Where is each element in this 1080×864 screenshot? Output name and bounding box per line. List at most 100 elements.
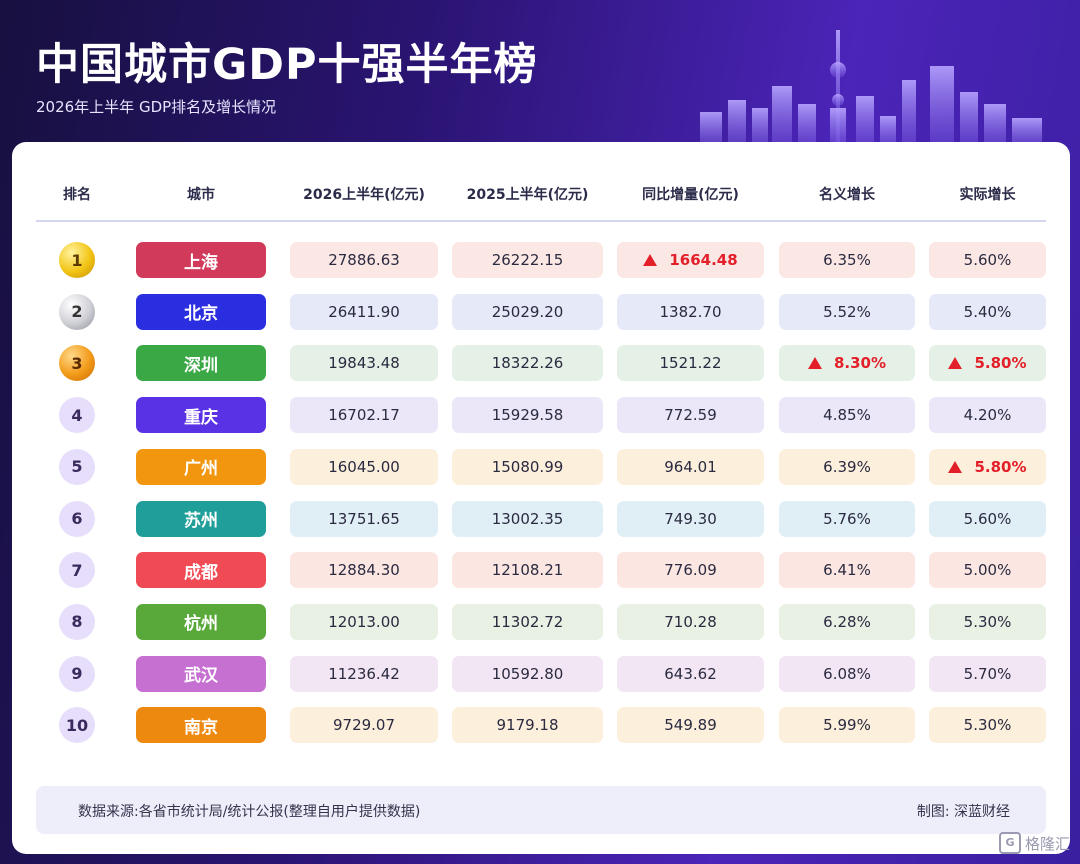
- cell-value: 16045.00: [328, 457, 400, 476]
- page-title: 中国城市GDP十强半年榜: [36, 40, 538, 90]
- cell-value: 5.99%: [823, 716, 871, 735]
- triangle-up-icon: [948, 357, 963, 370]
- city-label: 北京: [136, 293, 266, 330]
- rank-badge: 6: [59, 500, 95, 537]
- cell-increase: 776.09: [617, 552, 764, 589]
- cell-value: 15080.99: [491, 457, 564, 476]
- cell-real: 5.30%: [929, 603, 1046, 640]
- cell-value: 5.70%: [963, 664, 1012, 683]
- cell-gdp-2026: 13751.65: [290, 500, 438, 537]
- cell-real: 4.20%: [929, 397, 1046, 434]
- column-header: 名义增长: [779, 172, 915, 218]
- column-header-line1: 2025上半年: [466, 186, 548, 203]
- ranking-table-card: 排名 城市 2026上半年 (亿元) 2025上半年 (亿元) 同比增量 (亿元) 名义增长 实际…: [12, 142, 1070, 854]
- cell-increase: 643.62: [617, 655, 764, 692]
- cell-value: 6.41%: [823, 561, 871, 580]
- cell-value: 27886.63: [328, 251, 400, 269]
- cell-nominal: 4.85%: [779, 397, 915, 434]
- city-label: 成都: [136, 552, 266, 589]
- column-header-line1: 2026上半年: [303, 186, 385, 203]
- table-row: 5 广州 16045.00 15080.99 964.01 6.39% 5.80%: [12, 448, 1070, 485]
- cell-gdp-2025: 26222.15: [452, 242, 603, 278]
- cell-value: 26411.90: [328, 302, 400, 321]
- cell-value: 10592.80: [491, 664, 564, 683]
- chart-credit: 制图: 深蓝财经: [916, 804, 1010, 820]
- cell-value: 12013.00: [328, 612, 400, 631]
- watermark: G 格隆汇: [998, 832, 1070, 854]
- cell-increase: 549.89: [617, 707, 764, 744]
- cell-real: 5.30%: [929, 707, 1046, 744]
- cell-gdp-2026: 19843.48: [290, 345, 438, 382]
- cell-nominal: 5.99%: [779, 707, 915, 744]
- column-header-line2: (亿元): [698, 186, 739, 203]
- cell-real: 5.40%: [929, 293, 1046, 330]
- triangle-up-icon: [643, 254, 658, 266]
- city-label: 上海: [136, 242, 266, 278]
- cell-gdp-2025: 25029.20: [452, 293, 603, 330]
- cell-gdp-2026: 26411.90: [290, 293, 438, 330]
- header-divider: [36, 220, 1046, 222]
- cell-value: 5.80%: [974, 457, 1027, 476]
- city-label: 重庆: [136, 397, 266, 434]
- city-skyline-illustration: [700, 30, 1042, 150]
- cell-value: 11302.72: [491, 612, 564, 631]
- cell-nominal: 5.52%: [779, 293, 915, 330]
- cell-value: 8.30%: [833, 354, 887, 373]
- rank-badge: 5: [59, 448, 95, 485]
- cell-gdp-2026: 12884.30: [290, 552, 438, 589]
- footer-bar: 数据来源:各省市统计局/统计公报(整理自用户提供数据) 制图: 深蓝财经: [36, 786, 1046, 834]
- cell-nominal: 6.35%: [779, 242, 915, 278]
- cell-value: 4.20%: [963, 406, 1012, 425]
- cell-value: 5.30%: [963, 716, 1012, 735]
- column-header-line1: 城市: [187, 186, 215, 203]
- gelonghui-logo-icon: G: [998, 832, 1021, 854]
- column-header: 城市: [136, 172, 266, 218]
- cell-value: 964.01: [664, 457, 717, 476]
- rank-badge: 8: [59, 603, 95, 640]
- table-row: 7 成都 12884.30 12108.21 776.09 6.41% 5.00%: [12, 552, 1070, 589]
- cell-gdp-2026: 16045.00: [290, 448, 438, 485]
- column-header: 排名: [46, 172, 108, 218]
- cell-gdp-2026: 16702.17: [290, 397, 438, 434]
- cell-increase: 1664.48: [617, 242, 764, 278]
- cell-gdp-2026: 9729.07: [290, 707, 438, 744]
- cell-nominal: 8.30%: [779, 345, 915, 382]
- cell-value: 549.89: [664, 716, 717, 735]
- cell-value: 5.80%: [974, 354, 1027, 373]
- cell-gdp-2025: 12108.21: [452, 552, 603, 589]
- cell-value: 12884.30: [328, 561, 400, 580]
- cell-gdp-2026: 11236.42: [290, 655, 438, 692]
- cell-gdp-2025: 13002.35: [452, 500, 603, 537]
- rank-badge: 3: [59, 345, 95, 382]
- cell-value: 5.30%: [963, 612, 1012, 631]
- city-label: 杭州: [136, 603, 266, 640]
- cell-gdp-2025: 10592.80: [452, 655, 603, 692]
- cell-value: 6.39%: [823, 457, 871, 476]
- cell-value: 13002.35: [491, 509, 564, 528]
- cell-nominal: 5.76%: [779, 500, 915, 537]
- cell-value: 26222.15: [491, 251, 564, 269]
- rank-badge: 9: [59, 655, 95, 692]
- table-row: 3 深圳 19843.48 18322.26 1521.22 8.30% 5.80%: [12, 345, 1070, 382]
- cell-value: 1521.22: [659, 354, 722, 373]
- cell-value: 13751.65: [328, 509, 400, 528]
- column-header: 2025上半年 (亿元): [452, 172, 603, 218]
- column-header-line1: 实际增长: [959, 186, 1016, 203]
- column-header: 2026上半年 (亿元): [290, 172, 438, 218]
- cell-value: 5.40%: [963, 302, 1012, 321]
- column-header-line2: (亿元): [547, 186, 589, 203]
- table-row: 9 武汉 11236.42 10592.80 643.62 6.08% 5.70%: [12, 655, 1070, 692]
- cell-gdp-2026: 27886.63: [290, 242, 438, 278]
- cell-value: 1382.70: [659, 302, 722, 321]
- cell-real: 5.00%: [929, 552, 1046, 589]
- table-row: 2 北京 26411.90 25029.20 1382.70 5.52% 5.40%: [12, 293, 1070, 330]
- cell-gdp-2025: 15929.58: [452, 397, 603, 434]
- rank-badge: 1: [59, 242, 95, 278]
- table-row: 6 苏州 13751.65 13002.35 749.30 5.76% 5.60%: [12, 500, 1070, 537]
- rank-badge: 7: [59, 552, 95, 589]
- cell-value: 5.76%: [823, 509, 871, 528]
- cell-value: 16702.17: [328, 406, 400, 425]
- cell-value: 6.28%: [823, 612, 871, 631]
- cell-value: 1664.48: [669, 251, 738, 269]
